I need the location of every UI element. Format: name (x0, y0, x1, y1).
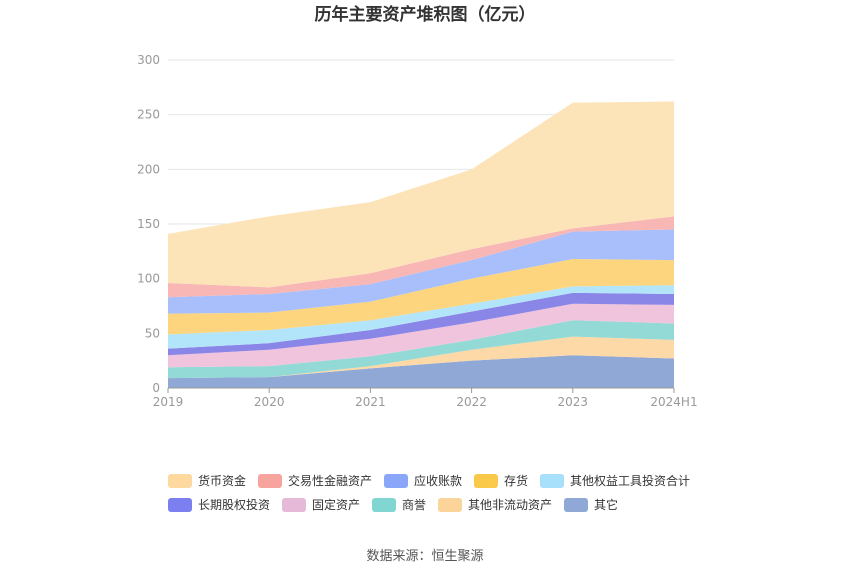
legend-swatch[interactable] (372, 498, 396, 512)
y-tick-label: 300 (137, 53, 160, 67)
y-tick-label: 150 (137, 217, 160, 231)
area-series[interactable] (168, 336, 674, 379)
legend-label[interactable]: 其他非流动资产 (468, 498, 552, 512)
area-series[interactable] (168, 292, 674, 356)
y-tick-label: 50 (145, 326, 160, 340)
legend-label[interactable]: 长期股权投资 (198, 497, 270, 512)
x-tick-label: 2021 (355, 395, 386, 409)
y-tick-label: 100 (137, 272, 160, 286)
area-series[interactable] (168, 320, 674, 379)
legend-label[interactable]: 货币资金 (198, 473, 246, 488)
x-tick-label: 2019 (153, 395, 184, 409)
area-series[interactable] (168, 258, 674, 335)
y-tick-label: 0 (152, 381, 160, 395)
data-source-note: 数据来源：恒生聚源 (366, 549, 483, 564)
chart-title: 历年主要资产堆积图（亿元） (315, 4, 536, 25)
legend-swatch[interactable] (168, 498, 192, 512)
legend-swatch[interactable] (168, 474, 192, 488)
x-tick-label: 2024H1 (650, 395, 697, 409)
legend-swatch[interactable] (474, 474, 498, 488)
legend-label[interactable]: 交易性金融资产 (288, 473, 372, 488)
area-series-group (168, 101, 674, 388)
y-tick-label: 250 (137, 108, 160, 122)
area-series[interactable] (168, 285, 674, 349)
legend-label[interactable]: 其他权益工具投资合计 (570, 473, 690, 488)
x-tick-label: 2023 (558, 395, 589, 409)
legend-swatch[interactable] (384, 474, 408, 488)
legend-swatch[interactable] (564, 498, 588, 512)
x-tick-label: 2022 (456, 395, 487, 409)
x-tick-label: 2020 (254, 395, 285, 409)
area-series[interactable] (168, 303, 674, 368)
legend-swatch[interactable] (540, 474, 564, 488)
legend-swatch[interactable] (282, 498, 306, 512)
legend-swatch[interactable] (258, 474, 282, 488)
legend-label[interactable]: 存货 (504, 473, 528, 488)
area-series[interactable] (168, 355, 674, 388)
area-series[interactable] (168, 229, 674, 314)
legend-label[interactable]: 商誉 (402, 497, 426, 512)
axes: 0 50 100 150 200 250 300 2019 2020 2021 2022 2023 20… (137, 53, 698, 409)
legend-label[interactable]: 固定资产 (312, 497, 360, 512)
area-series[interactable] (168, 216, 674, 298)
legend-label[interactable]: 应收账款 (414, 473, 462, 488)
area-series[interactable] (168, 101, 674, 288)
legend-label[interactable]: 其它 (594, 497, 618, 512)
legend-swatch[interactable] (438, 498, 462, 512)
y-tick-label: 200 (137, 162, 160, 176)
